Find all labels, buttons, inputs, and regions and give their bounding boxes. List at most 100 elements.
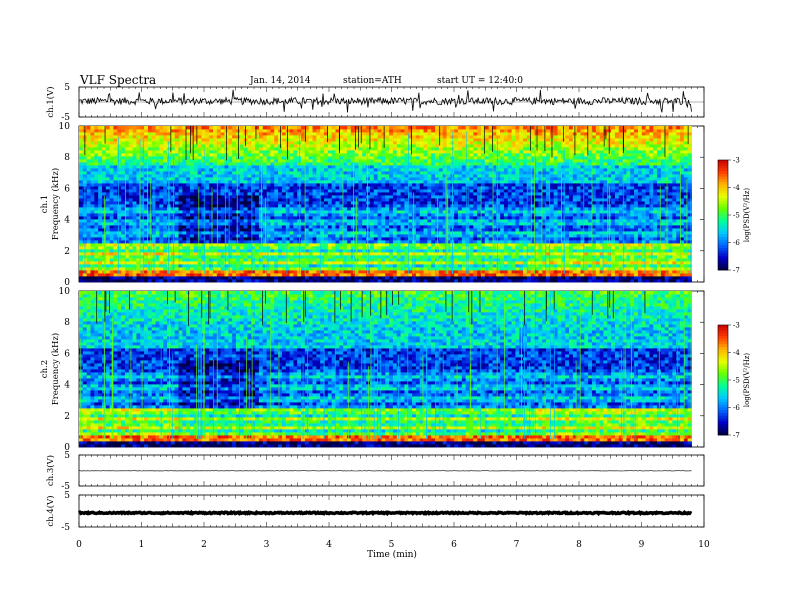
spectrogram-cell <box>385 225 390 229</box>
spectrogram-cell <box>301 213 306 217</box>
spectrogram-cell <box>561 201 566 205</box>
spectrogram-cell <box>637 255 643 259</box>
spectrogram-cell <box>645 252 650 256</box>
spectrogram-cell <box>335 264 340 268</box>
spectrogram-cell <box>412 264 417 268</box>
spectrogram-cell <box>492 261 497 265</box>
spectrogram-cell <box>178 207 183 211</box>
spectrogram-cell <box>660 261 666 265</box>
spectrogram-cell <box>266 243 271 247</box>
spectrogram-cell <box>599 201 604 205</box>
spectrogram-cell <box>224 258 229 262</box>
spectrogram-cell <box>163 255 168 259</box>
spectrogram-cell <box>461 252 467 256</box>
spectrogram-cell <box>147 219 153 223</box>
spectrogram-cell <box>469 237 474 241</box>
spectrogram-cell <box>649 273 654 277</box>
panel-1: 5-5ch.1(V) <box>45 83 705 123</box>
spectrogram-cell <box>350 246 356 250</box>
spectrogram-cell <box>507 264 512 268</box>
spectrogram-cell <box>660 204 666 208</box>
spectrogram-cell <box>683 228 689 232</box>
spectrogram-cell <box>197 255 202 259</box>
spectrogram-cell <box>553 246 558 250</box>
spectrogram-cell <box>94 210 99 214</box>
spectrogram-cell <box>576 258 581 262</box>
spectrogram-cell <box>163 225 168 229</box>
spectrogram-cell <box>381 198 386 202</box>
spectrogram-cell <box>477 264 482 268</box>
spectrogram-cell <box>431 222 436 226</box>
spectrogram-cell <box>186 246 191 250</box>
spectrogram-cell <box>660 276 666 280</box>
spectrogram-cell <box>301 210 306 214</box>
spectrogram-cell <box>457 216 463 220</box>
spectrogram-cell <box>584 276 589 280</box>
spectrogram-cell <box>465 210 470 214</box>
spectrogram-cell <box>86 243 91 247</box>
spectrogram-cell <box>239 228 245 232</box>
spectrogram-cell <box>247 207 252 211</box>
spectrogram-cell <box>496 255 501 259</box>
spectrogram-cell <box>170 201 176 205</box>
spectrogram-cell <box>350 234 356 238</box>
spectrogram-cell <box>159 219 164 223</box>
spectrogram-cell <box>392 219 398 223</box>
spectrogram-cell <box>657 213 662 217</box>
spectrogram-cell <box>182 255 187 259</box>
spectrogram-cell <box>266 267 271 271</box>
spectrogram-cell <box>90 222 95 226</box>
spectrogram-cell <box>117 201 122 205</box>
spectrogram-cell <box>281 216 287 220</box>
spectrogram-cell <box>580 216 585 220</box>
spectrogram-cell <box>431 225 436 229</box>
spectrogram-cell <box>676 204 681 208</box>
spectrogram-cell <box>419 240 424 244</box>
spectrogram-cell <box>358 252 363 256</box>
spectrogram-cell <box>373 234 378 238</box>
spectrogram-cell <box>362 228 367 232</box>
spectrogram-cell <box>90 225 95 229</box>
spectrogram-cell <box>503 201 509 205</box>
spectrogram-cell <box>408 219 413 223</box>
spectrogram-cell <box>343 204 348 208</box>
spectrogram-cell <box>205 222 210 226</box>
spectrogram-cell <box>549 216 555 220</box>
spectrogram-cell <box>519 234 524 238</box>
spectrogram-cell <box>281 228 287 232</box>
spectrogram-cell <box>358 240 363 244</box>
spectrogram-cell <box>266 228 271 232</box>
spectrogram-cell <box>469 210 474 214</box>
spectrogram-cell <box>316 240 321 244</box>
spectrogram-cell <box>324 264 329 268</box>
spectrogram-cell <box>584 231 589 235</box>
spectrogram-cell <box>197 225 202 229</box>
spectrogram-cell <box>170 234 176 238</box>
spectrogram-cell <box>193 276 199 280</box>
spectrogram-cell <box>270 198 275 202</box>
spectrogram-cell <box>507 246 512 250</box>
spectrogram-cell <box>526 222 532 226</box>
spectrogram-cell <box>350 195 356 199</box>
spectrogram-cell <box>457 270 463 274</box>
spectrogram-cell <box>676 225 681 229</box>
spectrogram-cell <box>408 234 413 238</box>
spectrogram-cell <box>266 276 271 280</box>
spectrogram-cell <box>668 258 673 262</box>
spectrogram-cell <box>450 273 455 277</box>
spectrogram-cell <box>672 261 677 265</box>
spectrogram-cell <box>396 258 401 262</box>
spectrogram-cell <box>369 210 375 214</box>
spectrogram-cell <box>358 243 363 247</box>
spectrogram-cell <box>320 210 325 214</box>
spectrogram-cell <box>649 258 654 262</box>
spectrogram-cell <box>258 210 264 214</box>
spectrogram-cell <box>316 234 321 238</box>
spectrogram-cell <box>98 210 103 214</box>
spectrogram-cell <box>392 231 398 235</box>
spectrogram-cell <box>205 228 210 232</box>
spectrogram-cell <box>595 234 601 238</box>
spectrogram-cell <box>507 249 512 253</box>
spectrogram-cell <box>423 219 428 223</box>
spectrogram-cell <box>500 246 505 250</box>
